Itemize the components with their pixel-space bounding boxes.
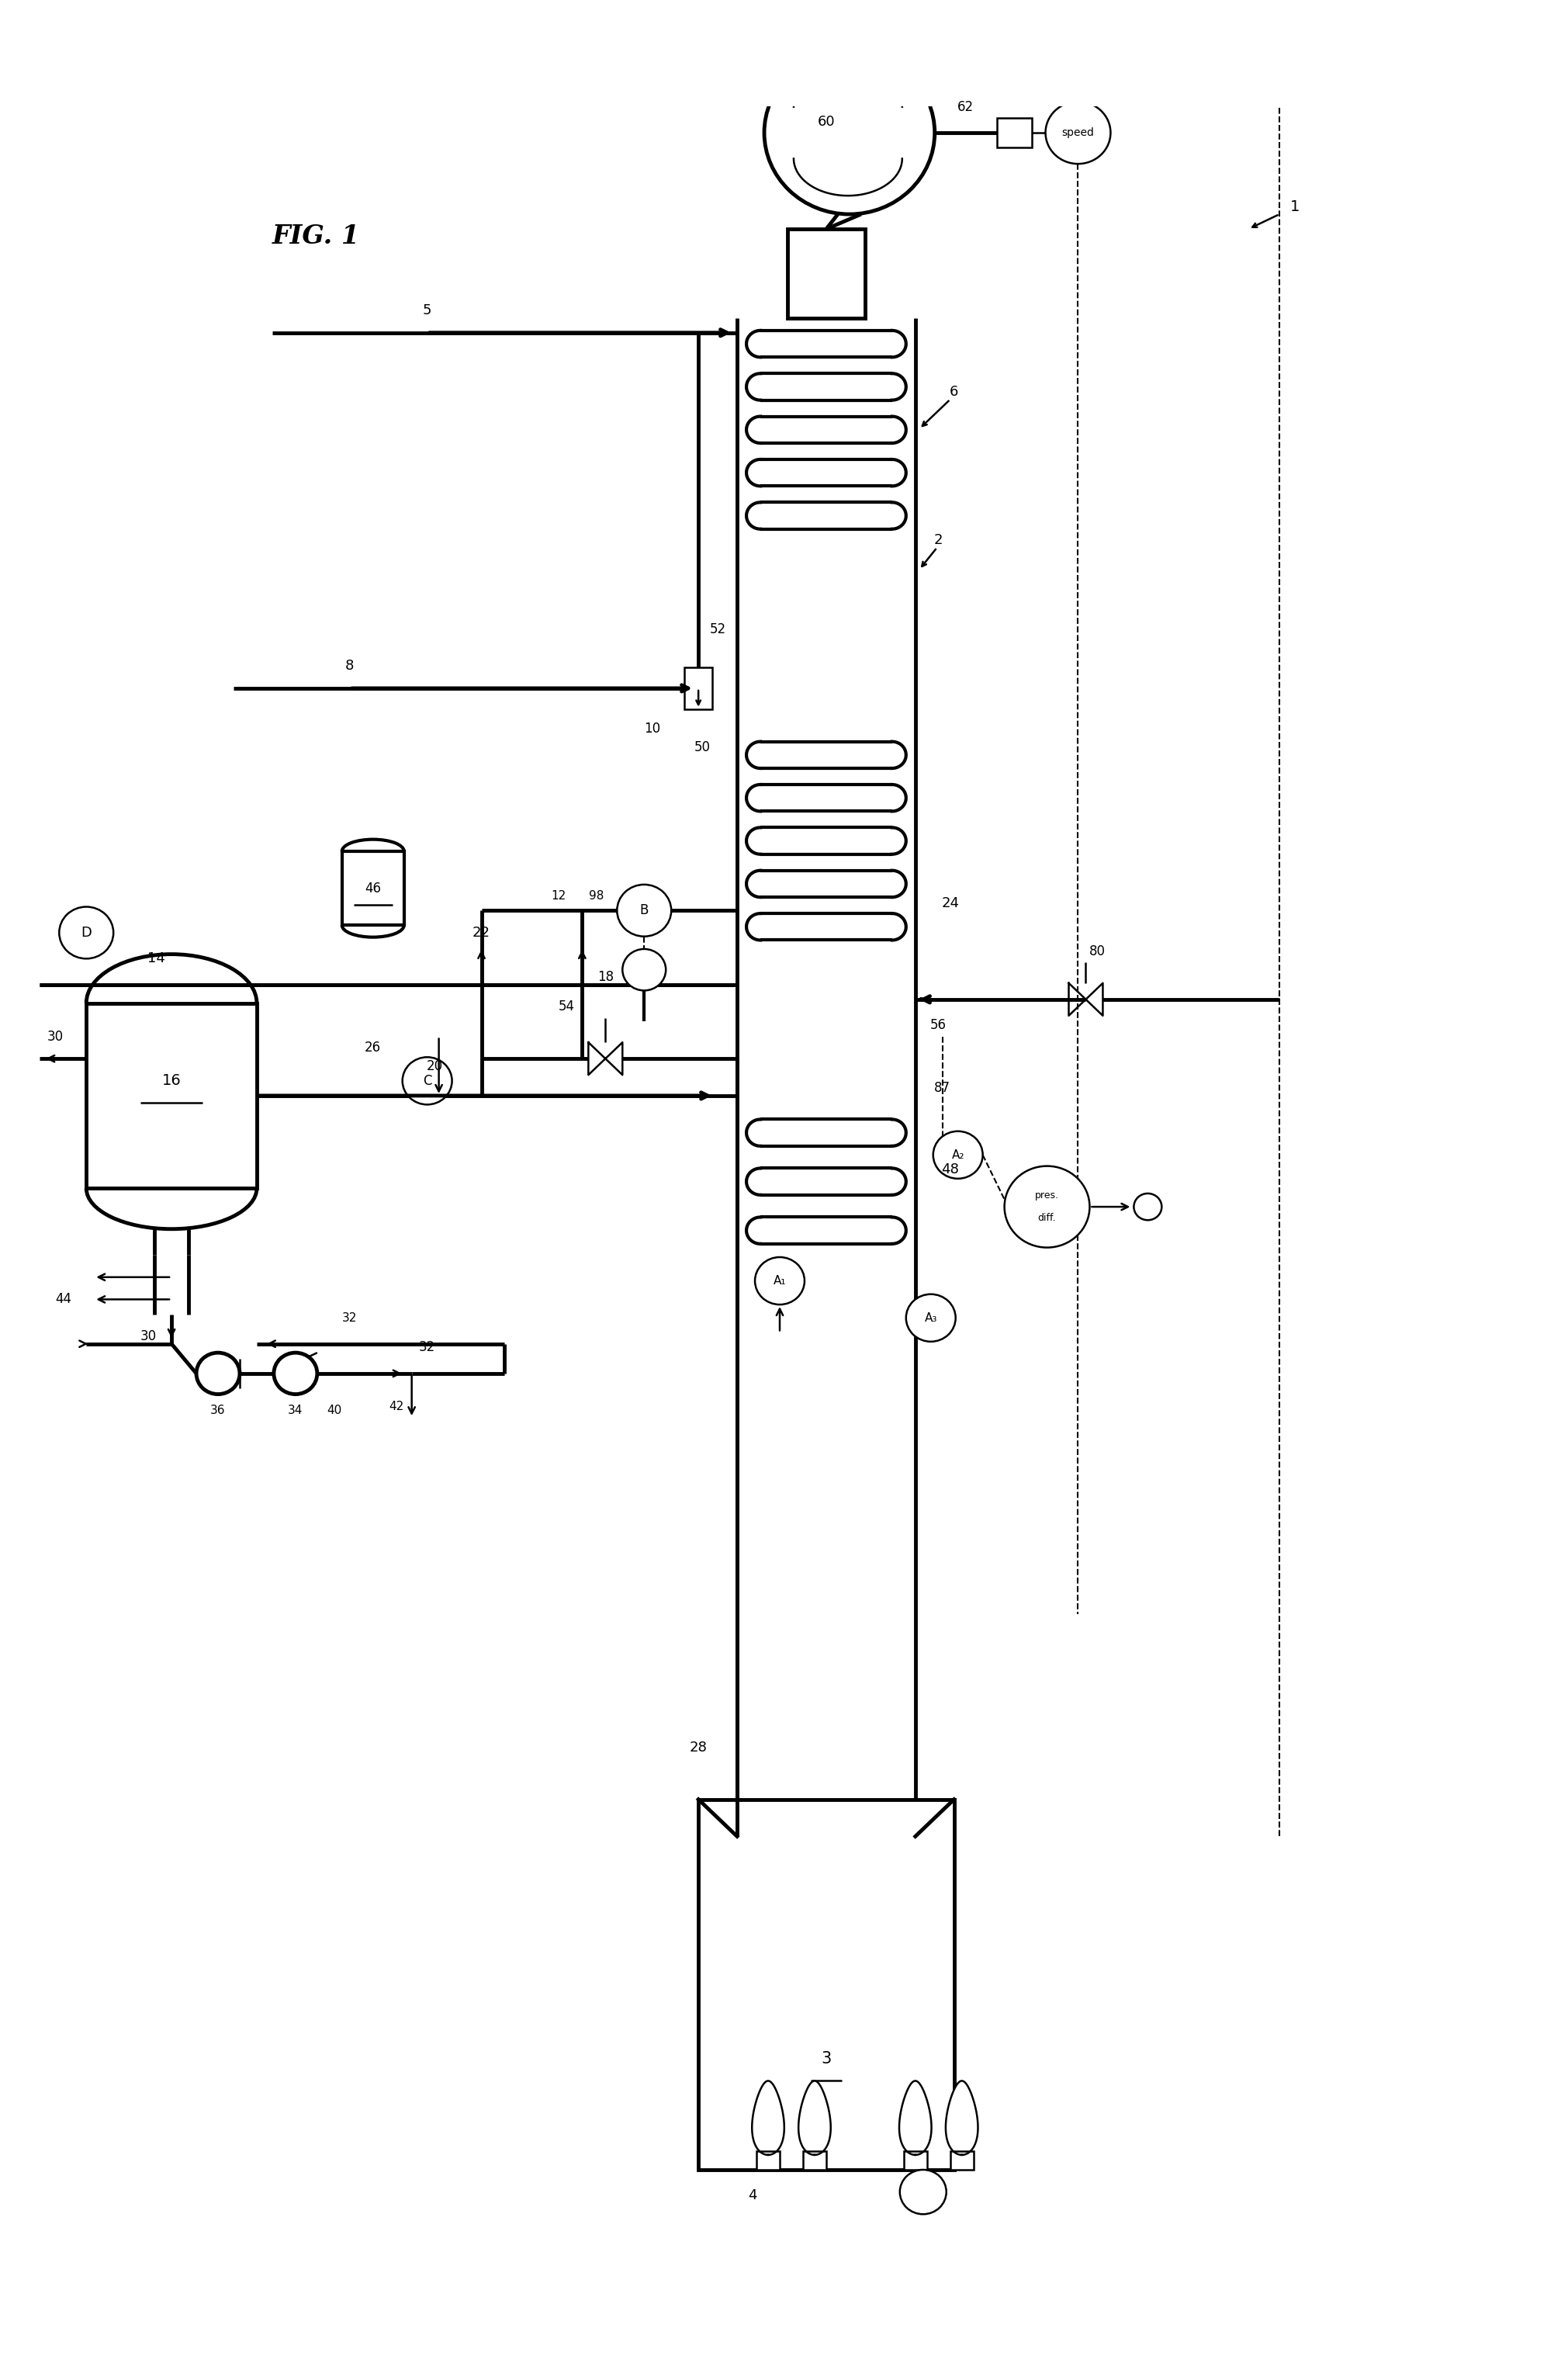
Text: 4: 4 (748, 2189, 757, 2203)
Text: D: D (82, 926, 91, 940)
Text: 46: 46 (365, 881, 381, 895)
Text: 56: 56 (930, 1018, 947, 1032)
Text: 20: 20 (426, 1060, 444, 1072)
Text: 54: 54 (558, 999, 575, 1013)
Text: 12: 12 (552, 891, 566, 902)
Text: 52: 52 (710, 622, 726, 636)
Circle shape (196, 1352, 240, 1395)
Text: 28: 28 (690, 1741, 707, 1755)
Bar (997, 118, 1032, 148)
Circle shape (1134, 1194, 1162, 1220)
Bar (698, 1800, 953, 2170)
Circle shape (933, 1131, 983, 1178)
Circle shape (1005, 1166, 1090, 1249)
Text: 42: 42 (389, 1402, 403, 1414)
Text: 5: 5 (423, 304, 431, 318)
Text: A₂: A₂ (952, 1150, 964, 1162)
Bar (756, 2151, 779, 2170)
Polygon shape (798, 2080, 831, 2156)
Text: 6: 6 (950, 384, 958, 398)
Text: 30: 30 (140, 1329, 157, 1343)
Circle shape (1046, 101, 1110, 165)
Bar (903, 2151, 927, 2170)
Text: 22: 22 (472, 926, 491, 940)
Text: 87: 87 (935, 1081, 950, 1096)
Text: 60: 60 (817, 115, 836, 130)
Circle shape (764, 52, 935, 214)
Circle shape (60, 907, 113, 959)
Text: 62: 62 (958, 99, 974, 113)
Polygon shape (946, 2080, 978, 2156)
Text: 24: 24 (941, 895, 960, 909)
Circle shape (622, 949, 666, 990)
Text: FIG. 1: FIG. 1 (273, 224, 361, 250)
Text: 98: 98 (588, 891, 604, 902)
Bar (787, 229, 866, 318)
Bar (808, 0, 850, 59)
Text: 3: 3 (822, 2050, 831, 2066)
Bar (342, 851, 405, 926)
Text: 36: 36 (210, 1404, 226, 1416)
Text: A₃: A₃ (925, 1312, 938, 1324)
Circle shape (900, 2170, 947, 2215)
Text: speed: speed (1062, 127, 1094, 139)
Text: 8: 8 (345, 660, 354, 674)
Circle shape (906, 1293, 955, 1341)
Bar (685, 667, 712, 709)
Text: 50: 50 (695, 740, 710, 754)
Text: 10: 10 (644, 721, 660, 735)
Circle shape (754, 1258, 804, 1305)
Text: 14: 14 (147, 952, 165, 966)
Text: 34: 34 (289, 1404, 303, 1416)
Text: pres.: pres. (1035, 1190, 1058, 1202)
Text: 40: 40 (326, 1404, 342, 1416)
Text: 48: 48 (941, 1164, 960, 1176)
Text: 44: 44 (55, 1293, 71, 1305)
Circle shape (403, 1058, 452, 1105)
Text: 18: 18 (597, 971, 613, 985)
Bar (86, 1004, 257, 1187)
Bar (803, 2151, 826, 2170)
Text: 2: 2 (935, 532, 942, 547)
Text: 32: 32 (419, 1341, 436, 1355)
Text: C: C (423, 1074, 431, 1088)
Text: 32: 32 (342, 1312, 358, 1324)
Circle shape (274, 1352, 317, 1395)
Text: A₁: A₁ (773, 1275, 786, 1286)
Bar (950, 2151, 974, 2170)
Text: 1: 1 (1290, 200, 1300, 214)
Polygon shape (898, 2080, 931, 2156)
Circle shape (618, 884, 671, 935)
Text: diff.: diff. (1038, 1213, 1057, 1223)
Text: 16: 16 (162, 1074, 182, 1088)
Text: 30: 30 (47, 1030, 64, 1044)
Text: 26: 26 (365, 1041, 381, 1055)
Text: B: B (640, 902, 649, 916)
Polygon shape (753, 2080, 784, 2156)
Text: 80: 80 (1090, 945, 1105, 959)
